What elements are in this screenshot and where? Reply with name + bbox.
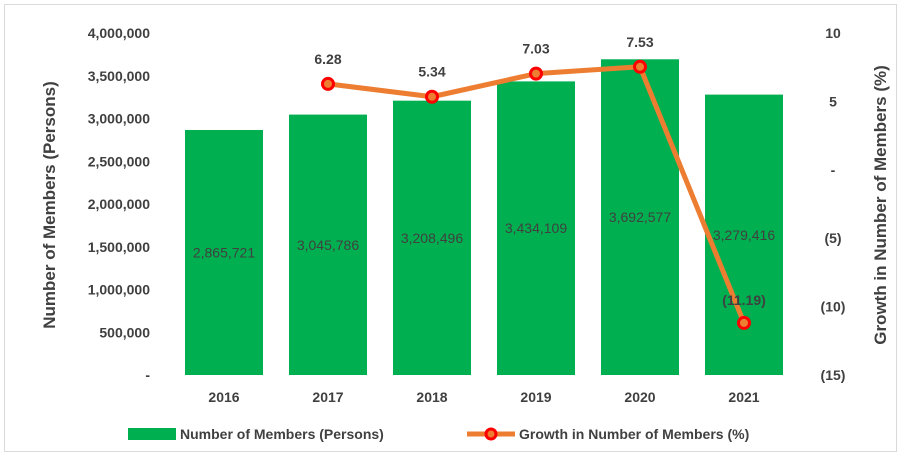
growth-value-label: 6.28 bbox=[314, 51, 341, 67]
bar bbox=[393, 100, 471, 376]
right-tick-label: (15) bbox=[821, 367, 846, 383]
left-tick-label: 4,000,000 bbox=[88, 25, 150, 41]
x-tick-label: 2018 bbox=[416, 389, 447, 405]
legend-line-label: Growth in Number of Members (%) bbox=[519, 426, 749, 442]
right-axis-ticks: (15) (10) (5) - 5 10 bbox=[821, 25, 846, 383]
bar bbox=[185, 129, 263, 375]
right-tick-label: (10) bbox=[821, 299, 846, 315]
bar-value-label: 2,865,721 bbox=[193, 244, 255, 260]
legend-line-marker bbox=[484, 427, 498, 441]
x-tick-label: 2021 bbox=[728, 389, 759, 405]
growth-value-label: 7.03 bbox=[522, 41, 549, 57]
growth-value-label: 5.34 bbox=[418, 64, 445, 80]
line-series bbox=[321, 59, 751, 330]
growth-marker bbox=[529, 66, 543, 81]
left-tick-label: 3,500,000 bbox=[88, 68, 150, 84]
left-tick-label: 2,000,000 bbox=[88, 196, 150, 212]
growth-marker bbox=[425, 89, 439, 104]
right-tick-label: - bbox=[831, 162, 836, 178]
x-tick-label: 2020 bbox=[624, 389, 655, 405]
x-tick-label: 2019 bbox=[520, 389, 551, 405]
growth-value-label: 7.53 bbox=[626, 34, 653, 50]
right-tick-label: (5) bbox=[824, 230, 841, 246]
right-tick-label: 10 bbox=[825, 25, 841, 41]
left-tick-label: 2,500,000 bbox=[88, 153, 150, 169]
legend-bar-swatch bbox=[128, 428, 176, 440]
legend: Number of Members (Persons) Growth in Nu… bbox=[128, 426, 749, 442]
bar bbox=[601, 59, 679, 375]
x-tick-label: 2016 bbox=[208, 389, 239, 405]
left-tick-label: 500,000 bbox=[99, 324, 150, 340]
left-tick-label: 1,500,000 bbox=[88, 239, 150, 255]
line-data-labels: 6.28 5.34 7.03 7.53 (11.19) bbox=[314, 34, 765, 308]
left-axis-ticks: - 500,000 1,000,000 1,500,000 2,000,000 2,500… bbox=[88, 25, 151, 383]
bar-value-label: 3,279,416 bbox=[713, 227, 775, 243]
bar-value-label: 3,208,496 bbox=[401, 230, 463, 246]
bar-series bbox=[185, 59, 783, 376]
legend-bar-label: Number of Members (Persons) bbox=[180, 426, 384, 442]
growth-marker bbox=[737, 315, 751, 330]
left-tick-label: - bbox=[145, 367, 150, 383]
bar-data-labels: 2,865,721 3,045,786 3,208,496 3,434,109 3,69… bbox=[193, 209, 775, 260]
x-tick-label: 2017 bbox=[312, 389, 343, 405]
bar bbox=[497, 81, 575, 376]
growth-marker bbox=[321, 76, 335, 91]
bar-value-label: 3,434,109 bbox=[505, 220, 567, 236]
left-tick-label: 1,000,000 bbox=[88, 282, 150, 298]
growth-value-label: (11.19) bbox=[722, 292, 766, 308]
x-axis-ticks: 2016 2017 2018 2019 2020 2021 bbox=[208, 389, 759, 405]
left-axis-title: Number of Members (Persons) bbox=[40, 81, 59, 329]
right-tick-label: 5 bbox=[829, 93, 837, 109]
growth-marker bbox=[633, 59, 647, 74]
bar-value-label: 3,045,786 bbox=[297, 237, 359, 253]
right-axis-title: Growth in Number of Members (%) bbox=[871, 65, 890, 345]
bar bbox=[289, 114, 367, 375]
left-tick-label: 3,000,000 bbox=[88, 111, 150, 127]
bar-value-label: 3,692,577 bbox=[609, 209, 671, 225]
